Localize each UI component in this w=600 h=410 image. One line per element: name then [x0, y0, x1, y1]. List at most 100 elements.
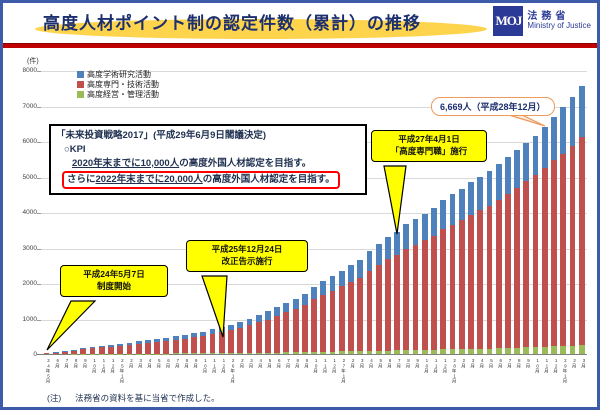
bar-segment-高度学術研究活動 — [560, 106, 567, 154]
y-tick-label: 8000 — [22, 67, 37, 74]
bar-segment-高度学術研究活動 — [468, 181, 474, 215]
y-tick-label: 7000 — [22, 102, 37, 110]
bar-2月 — [237, 322, 244, 354]
y-axis-tick — [37, 142, 41, 143]
bar-segment-高度専門・技術活動 — [80, 349, 87, 354]
bar-segment-高度学術研究活動 — [569, 96, 576, 146]
bar-segment-高度学術研究活動 — [292, 298, 299, 310]
bar-5月 — [375, 243, 382, 354]
bar-segment-高度学術研究活動 — [98, 345, 105, 348]
bar-8月 — [292, 298, 299, 354]
bar-segment-高度専門・技術活動 — [449, 224, 456, 350]
bar-segment-高度学術研究活動 — [394, 231, 401, 255]
bar-10月 — [89, 346, 96, 354]
bar-3月 — [357, 259, 364, 354]
bar-segment-高度経営・管理活動 — [569, 345, 576, 354]
x-tick-label: 7月 — [285, 358, 291, 369]
bar-segment-高度学術研究活動 — [523, 142, 530, 182]
y-tick-label: 0 — [33, 351, 37, 358]
x-tick-label: 3月 — [470, 358, 476, 369]
x-tick-label: 5月 — [156, 358, 162, 369]
bar-segment-高度経営・管理活動 — [172, 353, 179, 354]
bar-segment-高度学術研究活動 — [440, 199, 447, 229]
bar-4月 — [366, 251, 373, 354]
bar-segment-高度専門・技術活動 — [403, 249, 410, 351]
bar-segment-高度経営・管理活動 — [578, 345, 585, 354]
x-tick-label: 6月 — [55, 358, 61, 369]
bar-4月 — [255, 314, 262, 354]
bar-segment-高度専門・技術活動 — [366, 270, 373, 351]
bar-5月 — [265, 311, 271, 354]
x-tick-label: 8月 — [73, 358, 79, 369]
bar-segment-高度経営・管理活動 — [301, 352, 308, 354]
x-tick-label: 8月 — [405, 358, 411, 369]
legend-swatch-icon — [77, 90, 84, 98]
bar-segment-高度専門・技術活動 — [569, 145, 576, 346]
bar-segment-高度専門・技術活動 — [329, 290, 336, 352]
bar-segment-高度専門・技術活動 — [431, 236, 437, 350]
x-tick-label: 7月 — [64, 358, 70, 369]
x-tick-label: 12月 — [442, 358, 448, 374]
bar-segment-高度学術研究活動 — [403, 224, 410, 250]
callout-kokuji-line2: 改正告示施行 — [221, 255, 273, 266]
bar-segment-高度専門・技術活動 — [52, 352, 59, 354]
bar-10月 — [532, 135, 539, 354]
x-tick-label: 11月 — [212, 358, 218, 374]
bar-segment-高度経営・管理活動 — [523, 347, 530, 354]
bar-segment-高度経営・管理活動 — [403, 350, 410, 354]
bar-3月 — [578, 85, 585, 354]
bar-10月 — [200, 332, 207, 354]
bar-segment-高度学術研究活動 — [265, 311, 271, 320]
x-tick-label: 3月 — [581, 358, 587, 369]
bar-segment-高度経営・管理活動 — [181, 353, 188, 354]
bar-7月 — [283, 302, 290, 354]
legend-label: 高度専門・技術活動 — [87, 79, 159, 89]
moj-logo: MOJ 法務省 Ministry of Justice — [493, 6, 591, 36]
bar-segment-高度専門・技術活動 — [154, 341, 161, 354]
legend-label: 高度学術研究活動 — [87, 69, 151, 79]
bar-segment-高度経営・管理活動 — [329, 351, 336, 354]
bar-segment-高度専門・技術活動 — [274, 316, 281, 353]
bar-11月 — [98, 345, 105, 354]
bar-segment-高度経営・管理活動 — [486, 348, 493, 354]
bar-segment-高度経営・管理活動 — [449, 349, 456, 354]
bar-segment-高度専門・技術活動 — [551, 159, 557, 347]
bar-segment-高度経営・管理活動 — [348, 351, 354, 354]
bar-segment-高度経営・管理活動 — [200, 353, 207, 354]
bar-8月 — [181, 334, 188, 354]
bar-segment-高度専門・技術活動 — [108, 346, 114, 354]
bar-segment-高度学術研究活動 — [449, 194, 456, 225]
bar-segment-高度経営・管理活動 — [218, 353, 225, 354]
moj-name-en: Ministry of Justice — [527, 21, 591, 31]
x-tick-label: 3月 — [138, 358, 144, 369]
x-tick-label: 2月 — [461, 358, 467, 369]
x-tick-label: 29年1月 — [562, 358, 568, 384]
bar-segment-高度専門・技術活動 — [191, 337, 197, 354]
bar-7月 — [61, 351, 68, 354]
x-tick-label: 27年1月 — [341, 358, 347, 384]
kpi-line-4-prefix: さらに — [67, 174, 96, 186]
y-axis-tick — [37, 284, 41, 285]
bar-segment-高度経営・管理活動 — [560, 346, 567, 354]
x-tick-label: 10月 — [535, 358, 541, 374]
x-tick-label: 3月 — [249, 358, 255, 369]
bar-segment-高度専門・技術活動 — [468, 214, 474, 349]
bar-segment-高度経営・管理活動 — [421, 349, 428, 354]
bar-7月 — [172, 336, 179, 354]
x-axis-line — [37, 354, 587, 355]
y-tick-label: 3000 — [22, 244, 37, 252]
bar-segment-高度経営・管理活動 — [338, 351, 345, 354]
kpi-line-4-rest: の高度外国人材認定を目指す。 — [202, 174, 335, 186]
source-note: (注) 法務省の資料を基に当省で作成した。 — [47, 392, 220, 404]
bar-segment-高度専門・技術活動 — [421, 240, 428, 350]
bar-segment-高度経営・管理活動 — [468, 348, 474, 354]
x-tick-label: 28年1月 — [452, 358, 458, 384]
bar-2月 — [569, 96, 576, 354]
bar-5月 — [154, 338, 161, 354]
bar-segment-高度経営・管理活動 — [412, 349, 419, 354]
bar-segment-高度学術研究活動 — [181, 334, 188, 339]
bar-segment-高度学術研究活動 — [421, 213, 428, 241]
bar-segment-高度経営・管理活動 — [209, 353, 216, 354]
bar-segment-高度専門・技術活動 — [578, 136, 585, 346]
